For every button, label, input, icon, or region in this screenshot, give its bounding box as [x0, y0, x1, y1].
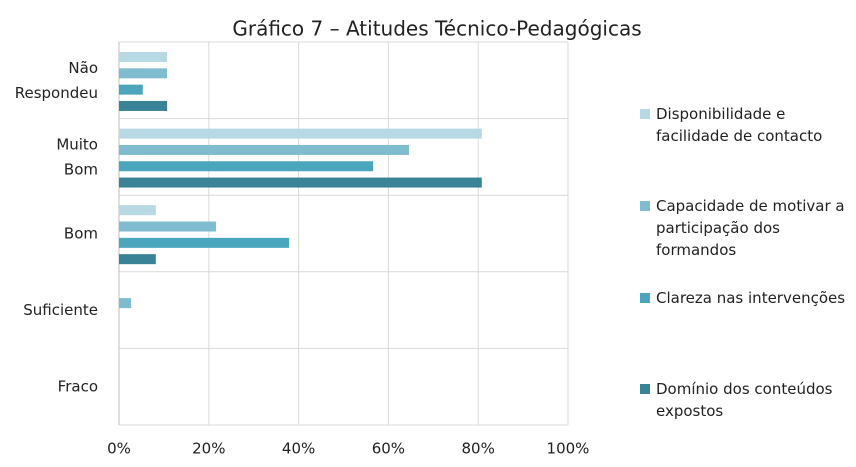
bar [119, 205, 156, 216]
legend-swatch [640, 201, 650, 211]
legend-label: Clareza nas intervenções [656, 289, 846, 307]
bar [119, 237, 290, 248]
y-tick-label: Bom [64, 224, 98, 242]
x-tick-label: 0% [107, 440, 131, 458]
y-tick-label: Fraco [58, 377, 98, 395]
x-tick-label: 20% [192, 440, 225, 458]
x-tick-label: 60% [372, 440, 405, 458]
y-tick-label: Suficiente [23, 301, 98, 319]
legend-label: Capacidade de motivar a participação dos… [656, 197, 845, 259]
bar [119, 84, 143, 95]
bar [119, 221, 216, 232]
legend-item: Domínio dos conteúdos expostos [640, 378, 855, 422]
y-tick-label: Não Respondeu [15, 58, 98, 101]
bar [119, 161, 374, 172]
chart-title: Gráfico 7 – Atitudes Técnico-Pedagógicas [232, 17, 641, 41]
x-tick-label: 80% [462, 440, 495, 458]
x-tick-label: 100% [547, 440, 590, 458]
bar [119, 177, 482, 188]
y-tick-label: Muito Bom [56, 135, 98, 178]
legend-swatch [640, 109, 650, 119]
legend-label: Domínio dos conteúdos expostos [656, 380, 833, 420]
bar [119, 128, 482, 139]
legend-item: Clareza nas intervenções [640, 287, 855, 309]
legend-item: Capacidade de motivar a participação dos… [640, 195, 855, 261]
legend-swatch [640, 293, 650, 303]
bar [119, 52, 168, 63]
bar [119, 144, 410, 155]
x-tick-label: 40% [282, 440, 315, 458]
legend-item: Disponibilidade e facilidade de contacto [640, 103, 855, 147]
legend-swatch [640, 384, 650, 394]
legend-label: Disponibilidade e facilidade de contacto [656, 105, 823, 145]
bar [119, 68, 168, 79]
bar [119, 254, 156, 265]
bar [119, 100, 168, 111]
bar [119, 298, 132, 309]
